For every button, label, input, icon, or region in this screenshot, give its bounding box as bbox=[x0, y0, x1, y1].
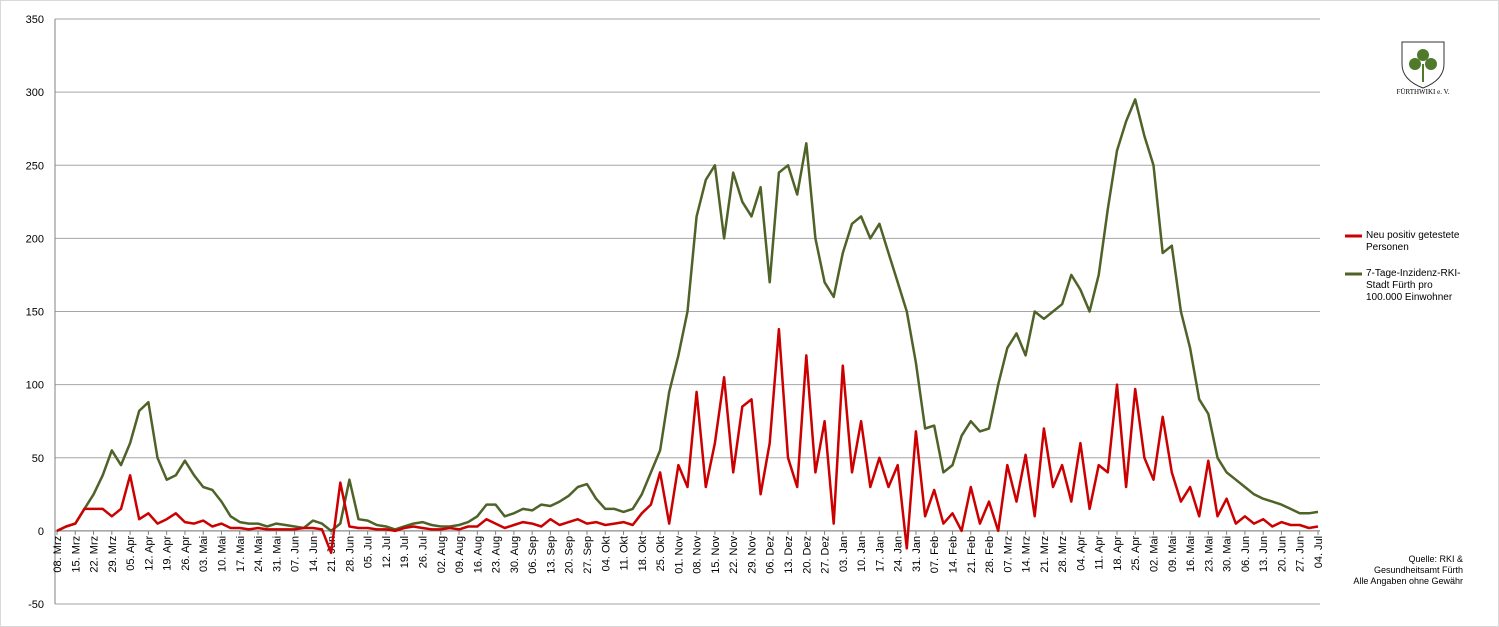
x-tick-label: 20. Jun bbox=[1276, 536, 1288, 572]
x-tick-label: 15. Nov bbox=[710, 535, 722, 573]
y-tick-label: 50 bbox=[32, 453, 44, 465]
x-tick-label: 03. Jan bbox=[838, 536, 850, 572]
y-tick-label: 100 bbox=[26, 380, 44, 392]
x-tick-label: 28. Feb bbox=[984, 536, 996, 573]
x-tick-label: 25. Okt bbox=[655, 536, 667, 571]
y-tick-label: 300 bbox=[26, 87, 44, 99]
series-line bbox=[56, 98, 1319, 533]
x-tick-label: 25. Apr bbox=[1130, 536, 1142, 571]
x-tick-label: 28. Mrz bbox=[1057, 536, 1069, 573]
x-tick-label: 24. Jan bbox=[893, 536, 905, 572]
x-tick-label: 11. Apr bbox=[1094, 536, 1106, 570]
x-tick-label: 30. Aug bbox=[509, 536, 521, 573]
logo-leaf bbox=[1409, 58, 1421, 70]
x-tick-label: 23. Mai bbox=[1203, 536, 1215, 572]
x-tick-label: 12. Jul bbox=[381, 536, 393, 568]
x-tick-label: 29. Mrz bbox=[107, 536, 119, 573]
x-tick-label: 12. Apr bbox=[143, 536, 155, 571]
x-tick-label: 22. Mrz bbox=[89, 536, 101, 573]
x-tick-label: 20. Dez bbox=[801, 536, 813, 574]
x-tick-label: 06. Jun bbox=[1240, 536, 1252, 572]
logo: FÜRTHWIKI e. V. bbox=[1397, 41, 1450, 96]
logo-text: FÜRTHWIKI e. V. bbox=[1397, 88, 1450, 96]
logo-leaf bbox=[1417, 49, 1429, 61]
x-tick-label: 30. Mai bbox=[1222, 536, 1234, 572]
y-tick-label: 350 bbox=[26, 14, 44, 26]
x-tick-label: 17. Mai bbox=[235, 536, 247, 572]
x-tick-label: 06. Dez bbox=[765, 536, 777, 574]
x-tick-label: 19. Jul bbox=[399, 536, 411, 568]
x-tick-label: 09. Aug bbox=[454, 536, 466, 573]
x-tick-label: 13. Sep bbox=[545, 536, 557, 574]
x-tick-label: 14. Mrz bbox=[1021, 536, 1033, 573]
legend-label: Neu positiv getestete Personen bbox=[1366, 230, 1460, 253]
x-tick-label: 27. Sep bbox=[582, 536, 594, 574]
x-tick-label: 26. Jul bbox=[418, 536, 430, 568]
x-tick-label: 21. Feb bbox=[966, 536, 978, 573]
source-line: Gesundheitsamt Fürth bbox=[1373, 565, 1463, 575]
x-tick-label: 04. Apr bbox=[1075, 536, 1087, 571]
y-tick-label: 250 bbox=[26, 160, 44, 172]
source-note: Quelle: RKI & Gesundheitsamt Fürth Alle An… bbox=[1353, 554, 1463, 587]
x-tick-label: 07. Jun bbox=[290, 536, 302, 572]
x-tick-label: 10. Mai bbox=[216, 536, 228, 572]
x-tick-label: 22. Nov bbox=[728, 535, 740, 573]
series-line bbox=[56, 327, 1319, 555]
x-tick-label: 18. Okt bbox=[637, 536, 649, 571]
x-tick-label: 31. Jan bbox=[911, 536, 923, 572]
x-tick-label: 16. Mai bbox=[1185, 536, 1197, 572]
x-tick-label: 04. Okt bbox=[600, 536, 612, 571]
x-tick-label: 14. Jun bbox=[308, 536, 320, 572]
x-tick-label: 16. Aug bbox=[472, 536, 484, 573]
x-tick-label: 13. Dez bbox=[783, 536, 795, 574]
y-tick-label: 150 bbox=[26, 307, 44, 319]
x-tick-label: 07. Mrz bbox=[1002, 536, 1014, 573]
x-tick-label: 11. Okt bbox=[619, 536, 631, 571]
x-tick-label: 13. Jun bbox=[1258, 536, 1270, 572]
x-tick-label: 08. Mrz bbox=[52, 536, 64, 573]
x-tick-label: 29. Nov bbox=[746, 535, 758, 573]
x-tick-label: 03. Mai bbox=[198, 536, 210, 572]
x-tick-label: 31. Mai bbox=[271, 536, 283, 572]
x-tick-label: 05. Apr bbox=[125, 536, 137, 571]
x-tick-label: 05. Jul bbox=[363, 536, 375, 568]
x-tick-label: 10. Jan bbox=[856, 536, 868, 572]
x-tick-label: 09. Mai bbox=[1167, 536, 1179, 572]
y-tick-label: 200 bbox=[26, 233, 44, 245]
x-tick-label: 23. Aug bbox=[491, 536, 503, 573]
x-tick-label: 20. Sep bbox=[564, 536, 576, 574]
source-line: Alle Angaben ohne Gewähr bbox=[1353, 576, 1463, 586]
x-tick-label: 01. Nov bbox=[673, 535, 685, 573]
x-tick-label: 17. Jan bbox=[874, 536, 886, 572]
x-tick-label: 27. Dez bbox=[820, 536, 832, 574]
x-tick-label: 07. Feb bbox=[929, 536, 941, 573]
x-tick-label: 18. Apr bbox=[1112, 536, 1124, 571]
x-tick-label: 19. Apr bbox=[162, 536, 174, 571]
x-tick-label: 26. Apr bbox=[180, 536, 192, 571]
y-tick-label: -50 bbox=[28, 599, 44, 611]
x-tick-label: 08. Nov bbox=[692, 535, 704, 573]
x-tick-label: 21. Mrz bbox=[1039, 536, 1051, 573]
x-tick-label: 14. Feb bbox=[947, 536, 959, 573]
source-line: Quelle: RKI & bbox=[1408, 554, 1463, 564]
x-tick-label: 28. Jun bbox=[344, 536, 356, 572]
legend-label: 7-Tage-Inzidenz-RKI-Stadt Fürth pro 100.… bbox=[1366, 268, 1461, 303]
x-tick-label: 27. Jun bbox=[1295, 536, 1307, 572]
x-tick-label: 06. Sep bbox=[527, 536, 539, 574]
x-tick-label: 24. Mai bbox=[253, 536, 265, 572]
x-tick-label: 02. Aug bbox=[436, 536, 448, 573]
x-tick-label: 04. Jul bbox=[1313, 536, 1325, 568]
x-tick-label: 02. Mai bbox=[1149, 536, 1161, 572]
x-tick-label: 15. Mrz bbox=[70, 536, 82, 573]
logo-leaf bbox=[1425, 58, 1437, 70]
y-tick-label: 0 bbox=[38, 526, 44, 538]
